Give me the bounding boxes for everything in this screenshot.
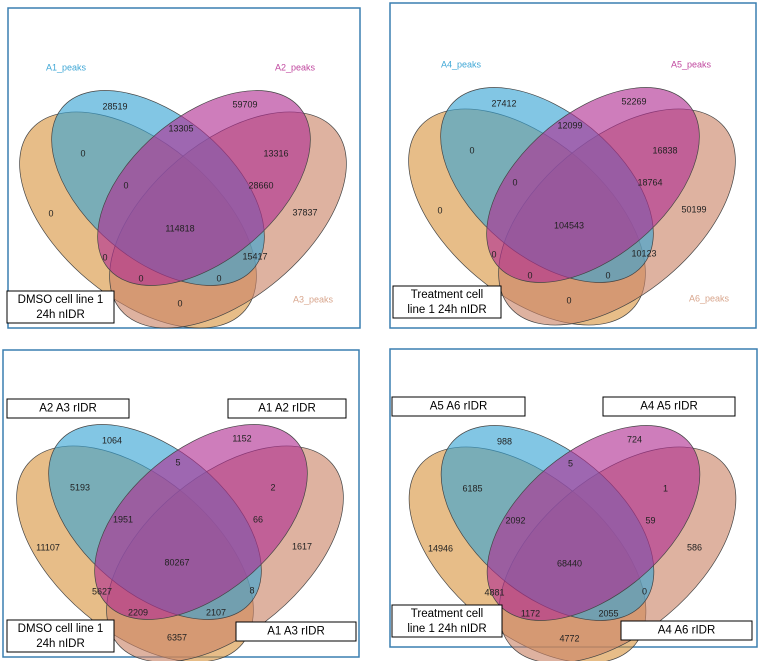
- region-count: 0: [605, 270, 610, 280]
- region-count: 5: [568, 458, 573, 468]
- region-count: 28660: [248, 180, 273, 190]
- region-count: 0: [469, 145, 474, 155]
- region-count: 0: [177, 298, 182, 308]
- region-count: 15417: [242, 251, 267, 261]
- region-count: 114818: [165, 223, 194, 233]
- set-ellipse: [486, 87, 700, 283]
- region-count: 1172: [521, 608, 540, 618]
- region-count: 18764: [637, 177, 662, 187]
- region-count: 0: [512, 177, 517, 187]
- set-label: A1_peaks: [46, 62, 87, 72]
- region-count: 0: [48, 208, 53, 218]
- region-count: 2107: [206, 607, 226, 617]
- venn-panel: 1064 1152 5 2 5193 1951 66 11107 1617 80267 5627 8 2…: [2, 349, 360, 661]
- region-count: 1064: [102, 435, 122, 445]
- set-ellipse: [486, 425, 701, 621]
- region-count: 37837: [292, 207, 317, 217]
- region-count: 10123: [631, 248, 656, 258]
- label-box: [235, 621, 357, 642]
- caption-box: [391, 604, 503, 638]
- set-label: A1 A3 rIDR: [267, 626, 325, 638]
- region-count: 4772: [559, 633, 579, 643]
- venn-panel: 988 724 5 1 6185 2092 59 14946 586 68440 4881 0 1172…: [389, 348, 758, 661]
- region-count: 13305: [168, 123, 193, 133]
- set-label: A1 A2 rIDR: [258, 403, 316, 415]
- region-count: 0: [138, 273, 143, 283]
- region-count: 11107: [36, 542, 60, 552]
- region-count: 1617: [292, 541, 312, 551]
- region-count: 0: [102, 252, 107, 262]
- label-box: [6, 398, 130, 419]
- region-count: 27412: [491, 98, 516, 108]
- caption-line: DMSO cell line 1: [18, 623, 104, 635]
- set-label: A4_peaks: [441, 59, 482, 69]
- region-count: 5627: [92, 586, 112, 596]
- region-count: 6185: [462, 483, 482, 493]
- set-label: A5 A6 rIDR: [430, 401, 488, 413]
- venn-panel: 28519 59709 13305 13316 0 0 28660 0 37837 114818 0…: [6, 7, 361, 329]
- region-count: 28519: [102, 101, 127, 111]
- region-count: 14946: [428, 543, 453, 553]
- venn-panel: 27412 52269 12099 16838 0 0 18764 0 50199 104543 0…: [389, 2, 757, 329]
- label-box: [391, 396, 526, 417]
- set-ellipse: [94, 424, 308, 620]
- region-count: 1152: [232, 433, 251, 443]
- region-count: 68440: [557, 558, 582, 568]
- caption-line: line 1 24h nIDR: [407, 623, 486, 635]
- region-count: 2209: [128, 607, 148, 617]
- region-count: 0: [123, 180, 128, 190]
- region-count: 13316: [263, 148, 288, 158]
- caption-box: [6, 290, 115, 324]
- region-count: 1951: [113, 514, 133, 524]
- region-count: 66: [253, 514, 263, 524]
- set-label: A4 A6 rIDR: [658, 625, 716, 637]
- region-count: 0: [80, 148, 85, 158]
- set-ellipse: [97, 90, 311, 286]
- region-count: 0: [437, 205, 442, 215]
- region-count: 724: [627, 434, 642, 444]
- region-count: 50199: [681, 204, 706, 214]
- region-count: 988: [497, 436, 512, 446]
- label-box: [227, 398, 347, 419]
- region-count: 52269: [621, 96, 646, 106]
- region-count: 0: [642, 586, 647, 596]
- region-count: 59709: [232, 99, 257, 109]
- set-label: A2_peaks: [275, 62, 316, 72]
- caption-box: [392, 285, 502, 319]
- region-count: 16838: [652, 145, 677, 155]
- region-count: 5193: [70, 482, 90, 492]
- region-count: 8: [249, 585, 254, 595]
- region-count: 12099: [557, 120, 582, 130]
- set-label: A4 A5 rIDR: [640, 401, 698, 413]
- set-label: A5_peaks: [671, 59, 712, 69]
- region-count: 2055: [598, 608, 618, 618]
- region-count: 0: [566, 295, 571, 305]
- region-count: 0: [216, 273, 221, 283]
- region-count: 5: [175, 457, 180, 467]
- region-count: 2092: [505, 515, 525, 525]
- caption-line: Treatment cell: [411, 608, 483, 620]
- label-box: [620, 620, 753, 641]
- region-count: 1: [663, 483, 668, 493]
- caption-line: 24h nIDR: [36, 309, 85, 321]
- set-label: A2 A3 rIDR: [39, 403, 97, 415]
- region-count: 59: [645, 515, 655, 525]
- region-count: 0: [491, 249, 496, 259]
- caption-line: line 1 24h nIDR: [407, 304, 486, 316]
- region-count: 104543: [554, 220, 584, 230]
- region-count: 4881: [484, 587, 504, 597]
- region-count: 80267: [164, 557, 189, 567]
- region-count: 2: [270, 482, 275, 492]
- region-count: 6357: [167, 632, 187, 642]
- set-label: A3_peaks: [293, 294, 334, 304]
- region-count: 0: [527, 270, 532, 280]
- caption-box: [6, 619, 115, 653]
- set-label: A6_peaks: [689, 293, 730, 303]
- label-box: [602, 396, 736, 417]
- region-count: 586: [687, 542, 702, 552]
- caption-line: 24h nIDR: [36, 638, 85, 650]
- caption-line: Treatment cell: [411, 289, 483, 301]
- caption-line: DMSO cell line 1: [18, 294, 104, 306]
